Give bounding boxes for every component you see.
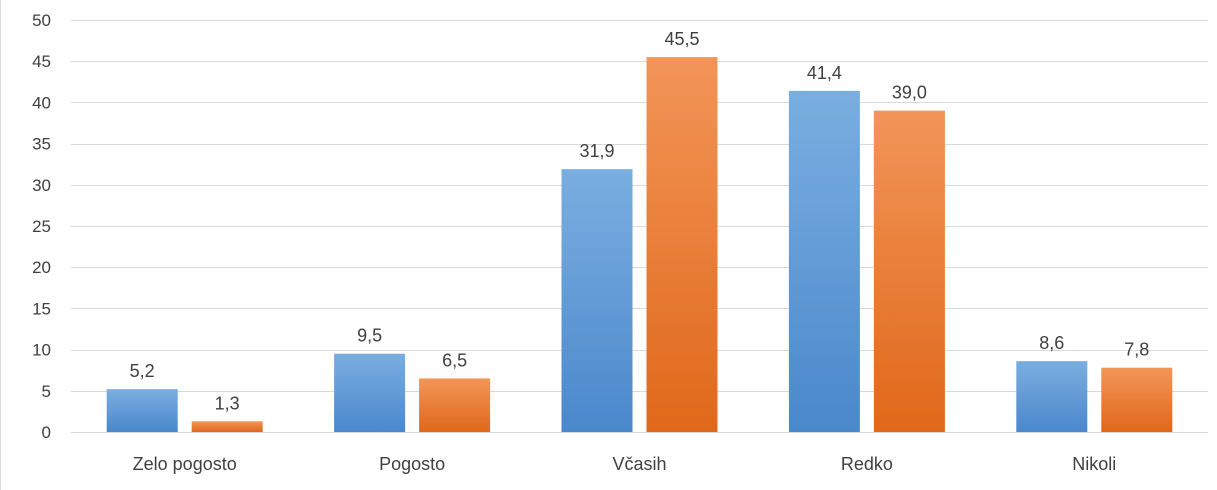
category-label: Pogosto xyxy=(379,454,445,474)
bar xyxy=(419,378,491,432)
y-tick-label: 30 xyxy=(32,176,51,195)
category-label: Nikoli xyxy=(1072,454,1116,474)
data-label: 41,4 xyxy=(807,63,842,83)
data-labels: 5,2 1,3 9,5 6,5 31,9 45,5 41,4 39,0 8,6 7,8 xyxy=(130,29,1150,413)
category-label: Včasih xyxy=(612,454,666,474)
y-tick-label: 40 xyxy=(32,93,51,112)
y-tick-label: 35 xyxy=(32,135,51,154)
data-label: 7,8 xyxy=(1124,340,1149,360)
data-label: 8,6 xyxy=(1039,333,1064,353)
data-label: 5,2 xyxy=(130,361,155,381)
y-tick-label: 15 xyxy=(32,299,51,318)
bar xyxy=(561,169,633,433)
bar xyxy=(1101,367,1173,432)
y-tick-label: 0 xyxy=(42,423,51,442)
bars xyxy=(106,57,1173,433)
y-tick-label: 20 xyxy=(32,258,51,277)
data-label: 45,5 xyxy=(664,29,699,49)
y-tick-label: 25 xyxy=(32,217,51,236)
category-label: Redko xyxy=(841,454,893,474)
x-axis-categories: Zelo pogosto Pogosto Včasih Redko Nikoli xyxy=(133,454,1117,474)
y-tick-label: 45 xyxy=(32,52,51,71)
bar xyxy=(334,353,406,432)
bar xyxy=(1016,361,1088,432)
bar xyxy=(788,90,860,432)
bar xyxy=(191,421,263,432)
y-tick-label: 5 xyxy=(42,382,51,401)
data-label: 6,5 xyxy=(442,350,467,370)
y-tick-label: 50 xyxy=(32,11,51,30)
data-label: 31,9 xyxy=(579,141,614,161)
data-label: 9,5 xyxy=(357,326,382,346)
category-label: Zelo pogosto xyxy=(133,454,237,474)
gridlines xyxy=(71,20,1208,433)
y-axis-ticks: 0 5 10 15 20 25 30 35 40 45 50 xyxy=(32,11,51,442)
data-label: 39,0 xyxy=(892,83,927,103)
y-tick-label: 10 xyxy=(32,341,51,360)
bar xyxy=(646,57,718,433)
data-label: 1,3 xyxy=(215,393,240,413)
bar xyxy=(873,110,945,432)
bar xyxy=(106,389,178,432)
